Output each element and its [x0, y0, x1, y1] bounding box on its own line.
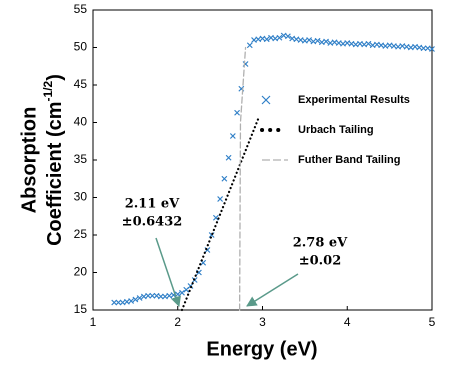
data-point	[187, 283, 194, 289]
y-tick-label: 30	[74, 190, 88, 204]
y-axis-label: Coefficient (cm-1/2)	[41, 74, 66, 246]
x-tick-label: 5	[429, 315, 436, 329]
annotation: 2.78 eV	[293, 236, 348, 251]
data-point	[157, 293, 164, 300]
y-tick-label: 15	[74, 302, 88, 316]
data-point	[420, 45, 427, 52]
data-point	[111, 299, 118, 306]
data-point	[221, 175, 228, 182]
y-axis-label: Absorption	[18, 107, 40, 214]
y-tick-label: 55	[74, 2, 88, 16]
legend-marker	[261, 95, 271, 105]
y-axis-label-part: Coefficient (cm	[44, 101, 66, 245]
data-point	[132, 296, 139, 303]
data-point	[263, 36, 270, 43]
data-point	[314, 37, 321, 44]
data-point	[429, 46, 435, 52]
x-tick-label: 2	[174, 315, 181, 329]
data-point	[306, 37, 313, 43]
data-point	[276, 34, 283, 41]
x-tick-label: 3	[259, 315, 266, 329]
data-point	[365, 40, 372, 47]
trend-line	[238, 46, 247, 311]
legend-label: Futher Band Tailing	[298, 154, 400, 166]
data-point	[128, 298, 135, 304]
data-point	[234, 109, 240, 116]
y-tick-label: 25	[74, 227, 88, 241]
trend-line	[180, 117, 260, 312]
y-axis-label-sup: -1/2	[41, 80, 55, 101]
data-point	[136, 295, 143, 301]
data-point	[246, 42, 253, 49]
annotation: 2.11 eV	[125, 197, 180, 212]
data-point	[115, 299, 122, 306]
y-axis-label-part: )	[44, 74, 66, 81]
data-point	[179, 289, 185, 296]
y-tick-label: 50	[74, 40, 88, 54]
x-tick-label: 4	[344, 315, 351, 329]
data-point	[323, 38, 329, 45]
data-point	[285, 33, 291, 40]
data-point	[229, 133, 236, 139]
data-point	[212, 214, 219, 221]
annotation: ±0.02	[299, 254, 342, 269]
annotation: ±0.6432	[122, 215, 183, 230]
y-tick-label: 45	[74, 77, 88, 91]
data-point	[149, 292, 156, 299]
y-tick-label: 40	[74, 115, 88, 129]
y-tick-label: 35	[74, 152, 88, 166]
x-axis-label: Energy (eV)	[206, 338, 317, 360]
annotation-arrow	[246, 273, 299, 307]
x-tick-label: 1	[90, 315, 97, 329]
y-tick-label: 20	[74, 265, 88, 279]
data-point	[217, 196, 224, 202]
data-point	[225, 154, 232, 161]
annotation-arrow	[155, 237, 181, 307]
data-point	[145, 292, 152, 299]
legend-label: Urbach Tailing	[298, 124, 374, 136]
legend-label: Experimental Results	[298, 94, 410, 106]
